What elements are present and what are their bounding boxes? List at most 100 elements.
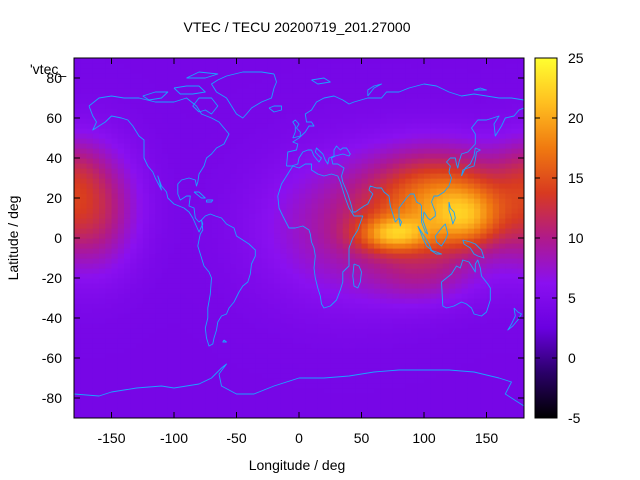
- heatmap-cell: [424, 83, 431, 89]
- heatmap-cell: [167, 398, 175, 404]
- heatmap-cell: [399, 73, 406, 79]
- heatmap-cell: [267, 403, 275, 409]
- heatmap-cell: [205, 258, 213, 264]
- heatmap-cell: [349, 403, 356, 409]
- heatmap-cell: [205, 393, 213, 399]
- heatmap-cell: [124, 208, 131, 214]
- heatmap-cell: [192, 118, 200, 124]
- heatmap-cell: [236, 173, 244, 179]
- heatmap-cell: [330, 313, 338, 319]
- heatmap-cell: [436, 143, 444, 149]
- heatmap-cell: [136, 128, 144, 134]
- heatmap-cell: [492, 403, 500, 409]
- heatmap-cell: [236, 158, 244, 164]
- heatmap-cell: [86, 118, 94, 124]
- heatmap-cell: [336, 378, 344, 384]
- heatmap-cell: [492, 303, 500, 309]
- heatmap-cell: [192, 163, 200, 169]
- heatmap-cell: [155, 278, 163, 284]
- heatmap-cell: [205, 358, 213, 364]
- heatmap-cell: [499, 363, 506, 369]
- heatmap-cell: [155, 148, 163, 154]
- heatmap-cell: [292, 248, 300, 254]
- heatmap-cell: [405, 88, 413, 94]
- heatmap-cell: [199, 233, 206, 239]
- heatmap-cell: [274, 328, 281, 334]
- heatmap-cell: [499, 108, 506, 114]
- heatmap-cell: [161, 123, 169, 129]
- heatmap-cell: [467, 373, 475, 379]
- heatmap-cell: [336, 328, 344, 334]
- heatmap-cell: [461, 128, 469, 134]
- heatmap-cell: [411, 183, 419, 189]
- heatmap-cell: [267, 278, 275, 284]
- heatmap-cell: [280, 298, 288, 304]
- heatmap-cell: [142, 233, 150, 239]
- heatmap-cell: [511, 128, 519, 134]
- heatmap-cell: [192, 253, 200, 259]
- heatmap-cell: [124, 283, 131, 289]
- heatmap-cell: [111, 283, 119, 289]
- heatmap-cell: [317, 378, 325, 384]
- heatmap-cell: [449, 353, 456, 359]
- heatmap-cell: [342, 108, 350, 114]
- heatmap-cell: [317, 218, 325, 224]
- heatmap-cell: [361, 153, 369, 159]
- heatmap-cell: [217, 363, 225, 369]
- heatmap-cell: [380, 383, 388, 389]
- heatmap-cell: [186, 213, 194, 219]
- heatmap-cell: [324, 158, 331, 164]
- heatmap-cell: [399, 138, 406, 144]
- heatmap-cell: [374, 128, 381, 134]
- heatmap-cell: [411, 243, 419, 249]
- heatmap-cell: [392, 133, 400, 139]
- heatmap-cell: [242, 353, 250, 359]
- heatmap-cell: [86, 173, 94, 179]
- heatmap-cell: [324, 138, 331, 144]
- heatmap-cell: [499, 178, 506, 184]
- heatmap-cell: [199, 103, 206, 109]
- heatmap-cell: [80, 228, 88, 234]
- heatmap-cell: [149, 243, 156, 249]
- heatmap-cell: [92, 373, 100, 379]
- heatmap-cell: [505, 253, 513, 259]
- heatmap-cell: [105, 353, 113, 359]
- heatmap-cell: [480, 83, 488, 89]
- heatmap-cell: [342, 328, 350, 334]
- heatmap-cell: [380, 108, 388, 114]
- heatmap-cell: [111, 278, 119, 284]
- heatmap-cell: [474, 323, 481, 329]
- heatmap-cell: [174, 253, 181, 259]
- heatmap-cell: [124, 323, 131, 329]
- heatmap-cell: [74, 353, 81, 359]
- heatmap-cell: [324, 313, 331, 319]
- heatmap-cell: [449, 298, 456, 304]
- heatmap-cell: [305, 313, 313, 319]
- heatmap-cell: [505, 333, 513, 339]
- heatmap-cell: [486, 233, 494, 239]
- heatmap-cell: [317, 188, 325, 194]
- heatmap-cell: [149, 118, 156, 124]
- heatmap-cell: [155, 73, 163, 79]
- heatmap-cell: [474, 383, 481, 389]
- heatmap-cell: [186, 338, 194, 344]
- heatmap-cell: [461, 363, 469, 369]
- heatmap-cell: [324, 98, 331, 104]
- heatmap-cell: [517, 198, 524, 204]
- heatmap-cell: [249, 338, 256, 344]
- heatmap-cell: [117, 123, 125, 129]
- heatmap-cell: [136, 98, 144, 104]
- heatmap-cell: [461, 198, 469, 204]
- heatmap-cell: [380, 203, 388, 209]
- heatmap-cell: [224, 303, 231, 309]
- heatmap-cell: [192, 148, 200, 154]
- heatmap-cell: [486, 123, 494, 129]
- heatmap-cell: [274, 408, 281, 414]
- heatmap-cell: [374, 253, 381, 259]
- heatmap-cell: [230, 98, 238, 104]
- heatmap-cell: [467, 73, 475, 79]
- heatmap-cell: [392, 358, 400, 364]
- heatmap-cell: [192, 388, 200, 394]
- heatmap-cell: [355, 383, 363, 389]
- heatmap-cell: [92, 328, 100, 334]
